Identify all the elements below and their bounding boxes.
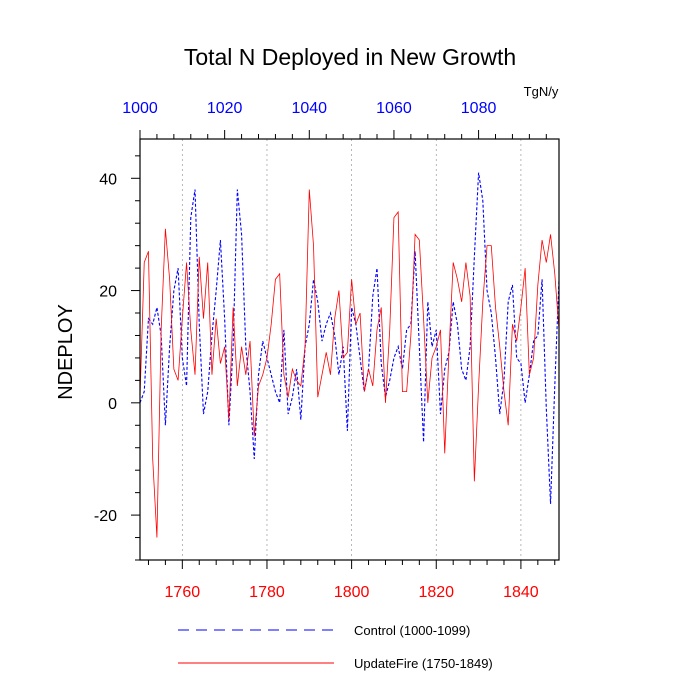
plot-frame bbox=[139, 138, 560, 561]
y-axis-label: NDEPLOY bbox=[55, 304, 77, 400]
x-tick-label-1780: 1780 bbox=[249, 584, 285, 601]
y-tick-label-40: 40 bbox=[99, 171, 117, 188]
legend: Control (1000-1099) UpdateFire (1750-1849… bbox=[178, 623, 493, 671]
chart-title: Total N Deployed in New Growth bbox=[184, 44, 516, 70]
x-tick-label-1800: 1800 bbox=[334, 584, 370, 601]
y-tick-label-0: 0 bbox=[108, 396, 117, 413]
series-line-1 bbox=[139, 189, 560, 538]
top-x-tick-label-1000: 1000 bbox=[122, 100, 158, 117]
top-x-tick-label-1020: 1020 bbox=[207, 100, 243, 117]
x-tick-label-1820: 1820 bbox=[418, 584, 454, 601]
series-lines bbox=[139, 172, 560, 538]
y-tick-label-20: 20 bbox=[99, 284, 117, 301]
x-tick-label-1760: 1760 bbox=[165, 584, 201, 601]
axes: -20 0 20 40 1760 1780 1800 1820 1840 1000 1020 1040… bbox=[94, 100, 559, 601]
units-label: TgN/y bbox=[524, 84, 559, 99]
gridlines bbox=[181, 139, 522, 560]
legend-label-1: UpdateFire (1750-1849) bbox=[354, 656, 493, 671]
y-tick-label--20: -20 bbox=[94, 508, 117, 525]
top-x-tick-label-1040: 1040 bbox=[291, 100, 327, 117]
x-tick-label-1840: 1840 bbox=[503, 584, 539, 601]
top-x-tick-label-1080: 1080 bbox=[461, 100, 497, 117]
top-x-tick-label-1060: 1060 bbox=[376, 100, 412, 117]
legend-label-0: Control (1000-1099) bbox=[354, 623, 470, 638]
series-line-0 bbox=[139, 172, 560, 504]
